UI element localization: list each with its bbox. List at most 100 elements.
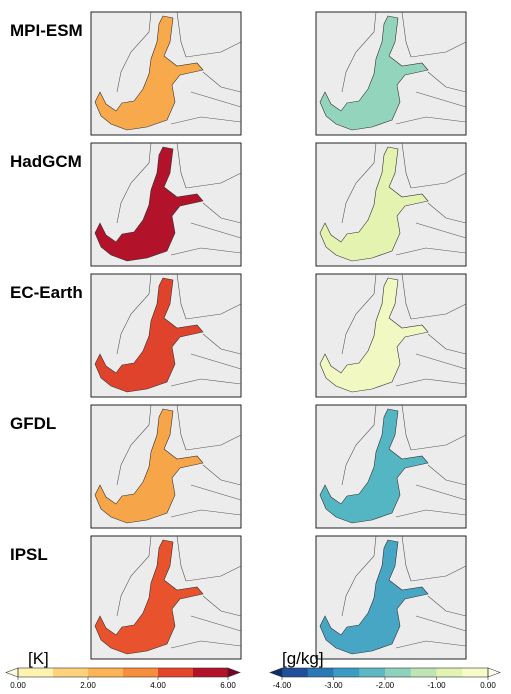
border: [427, 71, 467, 93]
colorbar-tick-label: 2.00: [80, 681, 96, 690]
sea: [94, 408, 204, 524]
border: [415, 91, 467, 108]
border: [427, 333, 467, 355]
border: [410, 565, 467, 582]
border: [176, 142, 187, 189]
border: [410, 303, 467, 320]
row-label: MPI-ESM: [10, 21, 83, 40]
border: [170, 640, 242, 649]
colorbar-segment: [18, 668, 54, 677]
row-label: IPSL: [10, 545, 48, 564]
border: [341, 535, 377, 617]
map-panel: [90, 142, 242, 267]
colorbar-segment: [333, 668, 360, 677]
colorbar-tick-label: -2.00: [376, 681, 395, 690]
border: [341, 404, 377, 486]
border: [170, 116, 242, 125]
row-label: HadGCM: [10, 152, 82, 171]
border: [401, 535, 412, 582]
border: [190, 353, 242, 370]
border: [190, 91, 242, 108]
border: [341, 11, 377, 93]
map-panel: [90, 535, 242, 660]
colorbar-under: [269, 667, 283, 678]
border: [415, 353, 467, 370]
colorbar-under: [5, 667, 19, 678]
colorbar-segment: [53, 668, 89, 677]
border: [410, 434, 467, 451]
sea: [319, 277, 429, 393]
sea: [94, 277, 204, 393]
border: [427, 595, 467, 617]
border: [176, 535, 187, 582]
border: [401, 404, 412, 451]
border: [410, 172, 467, 189]
border: [415, 615, 467, 632]
border: [401, 273, 412, 320]
colorbar-segment: [307, 668, 334, 677]
border: [415, 484, 467, 501]
sea: [319, 539, 429, 655]
border: [116, 11, 152, 93]
colorbar-label: [K]: [28, 649, 49, 668]
colorbar-over: [227, 667, 241, 678]
colorbar-segment: [282, 668, 309, 677]
colorbar-tick-label: -3.00: [324, 681, 343, 690]
border: [395, 116, 467, 125]
border: [176, 11, 187, 58]
border: [202, 333, 242, 355]
map-panel: [90, 11, 242, 136]
border: [427, 202, 467, 224]
border: [202, 595, 242, 617]
border: [401, 142, 412, 189]
colorbar-tick-label: -4.00: [273, 681, 292, 690]
colorbar-segment: [385, 668, 412, 677]
colorbar-frame: [17, 667, 229, 678]
border: [427, 464, 467, 486]
border: [116, 404, 152, 486]
map-panel: [315, 535, 467, 660]
border: [116, 273, 152, 355]
colorbar-segment: [158, 668, 194, 677]
border: [395, 640, 467, 649]
border: [170, 247, 242, 256]
border: [116, 142, 152, 224]
colorbar-tick-label: 6.00: [220, 681, 236, 690]
border: [185, 565, 242, 582]
border: [341, 142, 377, 224]
border: [202, 202, 242, 224]
sea: [94, 539, 204, 655]
border: [190, 222, 242, 239]
border: [190, 484, 242, 501]
map-panel: [315, 273, 467, 398]
colorbar-label: [g/kg]: [282, 649, 324, 668]
colorbar-segment: [410, 668, 437, 677]
border: [185, 434, 242, 451]
colorbar-segment: [436, 668, 463, 677]
border: [341, 273, 377, 355]
colorbar-tick-label: 0.00: [10, 681, 26, 690]
border: [395, 247, 467, 256]
border: [401, 11, 412, 58]
colorbar-segment: [123, 668, 159, 677]
sea: [94, 146, 204, 262]
colorbar-segment: [88, 668, 124, 677]
sea: [319, 15, 429, 131]
border: [116, 535, 152, 617]
map-panel: [315, 404, 467, 529]
row-label: GFDL: [10, 414, 56, 433]
border: [170, 509, 242, 518]
colorbar-segment: [193, 668, 229, 677]
row-label: EC-Earth: [10, 283, 83, 302]
map-panel: [315, 11, 467, 136]
map-panel: [90, 404, 242, 529]
sea: [319, 408, 429, 524]
border: [415, 222, 467, 239]
border: [176, 273, 187, 320]
border: [170, 378, 242, 387]
colorbar-over: [487, 667, 501, 678]
border: [202, 71, 242, 93]
border: [176, 404, 187, 451]
colorbar-tick-label: 4.00: [150, 681, 166, 690]
